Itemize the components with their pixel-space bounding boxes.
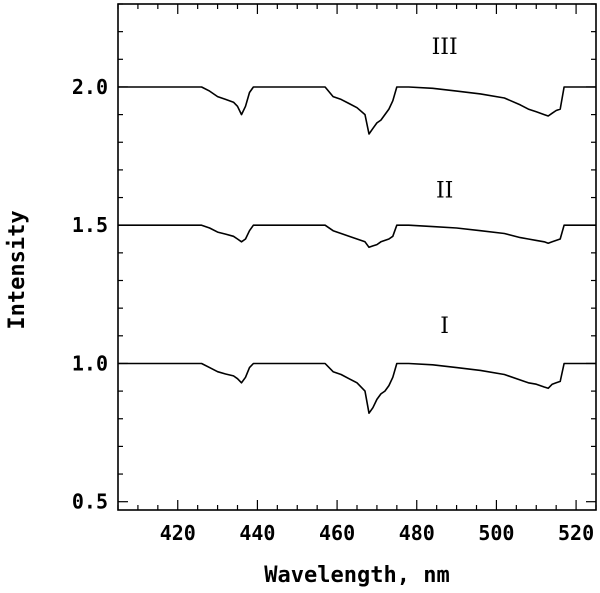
series-label-III: III xyxy=(432,35,458,60)
x-tick-label: 460 xyxy=(319,521,355,545)
y-axis-title: Intensity xyxy=(5,210,30,329)
series-line-III xyxy=(118,86,596,135)
series-lines xyxy=(118,86,596,415)
axis-ticks xyxy=(117,3,597,510)
series-label-II: II xyxy=(436,179,453,204)
y-tick-label: 1.0 xyxy=(72,351,108,375)
plot-frame xyxy=(117,3,597,511)
y-tick-labels: 0.5 1.0 1.5 2.0 xyxy=(72,75,108,514)
x-tick-label: 440 xyxy=(239,521,275,545)
y-tick-label: 1.5 xyxy=(72,213,108,237)
x-tick-label: 480 xyxy=(399,521,435,545)
x-tick-label: 520 xyxy=(558,521,594,545)
series-line-II xyxy=(118,224,596,249)
y-tick-label: 0.5 xyxy=(72,490,108,514)
x-tick-label: 500 xyxy=(478,521,514,545)
x-tick-label: 420 xyxy=(160,521,196,545)
series-line-I xyxy=(118,362,596,415)
x-tick-labels: 420 440 460 480 500 520 xyxy=(160,521,594,545)
x-axis-title: Wavelength, nm xyxy=(264,563,449,588)
series-label-I: I xyxy=(440,314,449,339)
y-tick-label: 2.0 xyxy=(72,75,108,99)
